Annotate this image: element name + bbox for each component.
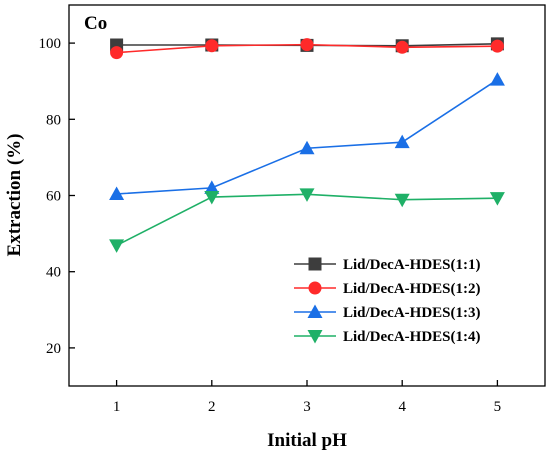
data-point — [204, 180, 220, 194]
data-point — [394, 193, 410, 208]
series-Lid/DecA-HDES(1:4) — [109, 188, 505, 253]
legend-item: Lid/DecA-HDES(1:4) — [294, 329, 481, 345]
data-point — [109, 186, 125, 200]
x-tick-label: 3 — [303, 399, 311, 415]
legend-label: Lid/DecA-HDES(1:4) — [343, 329, 481, 345]
legend-item: Lid/DecA-HDES(1:2) — [294, 281, 481, 297]
legend: Lid/DecA-HDES(1:1) Lid/DecA-HDES(1:2) Lid/… — [294, 257, 481, 345]
x-tick-label: 2 — [208, 399, 216, 415]
legend-item: Lid/DecA-HDES(1:1) — [294, 257, 481, 273]
axes-layer: 1 2 3 4 5 20 40 60 80 100 — [39, 36, 502, 415]
data-point — [204, 191, 220, 205]
data-point — [300, 38, 314, 52]
legend-label: Lid/DecA-HDES(1:1) — [343, 257, 481, 273]
data-point — [489, 192, 505, 206]
y-tick-label: 60 — [46, 189, 61, 205]
data-point — [395, 40, 409, 54]
legend-marker — [308, 257, 322, 271]
y-tick-label: 40 — [46, 265, 61, 281]
y-tick-label: 80 — [46, 112, 61, 128]
data-point — [110, 46, 124, 60]
y-tick-label: 20 — [46, 341, 61, 357]
data-point — [394, 134, 410, 149]
legend-item: Lid/DecA-HDES(1:3) — [294, 304, 481, 321]
y-tick-label: 100 — [39, 36, 62, 52]
series-line — [116, 193, 498, 247]
data-point — [299, 140, 315, 155]
data-point — [489, 72, 505, 86]
x-tick-label: 5 — [494, 399, 502, 415]
data-point — [490, 39, 504, 53]
series-Lid/DecA-HDES(1:2) — [110, 38, 504, 60]
data-point — [109, 239, 125, 253]
legend-marker — [307, 330, 323, 344]
y-axis-title: Extraction (%) — [4, 134, 25, 257]
series-layer — [109, 37, 505, 253]
legend-marker — [308, 281, 322, 295]
panel-label: Co — [84, 13, 107, 34]
legend-marker — [307, 304, 323, 318]
data-point — [205, 39, 219, 53]
data-point — [299, 188, 315, 202]
x-axis-title: Initial pH — [267, 430, 347, 451]
series-Lid/DecA-HDES(1:3) — [109, 72, 505, 200]
legend-label: Lid/DecA-HDES(1:3) — [343, 305, 481, 321]
x-tick-label: 1 — [113, 399, 121, 415]
series-line — [116, 79, 498, 195]
legend-label: Lid/DecA-HDES(1:2) — [343, 281, 481, 297]
x-tick-label: 4 — [398, 399, 406, 415]
